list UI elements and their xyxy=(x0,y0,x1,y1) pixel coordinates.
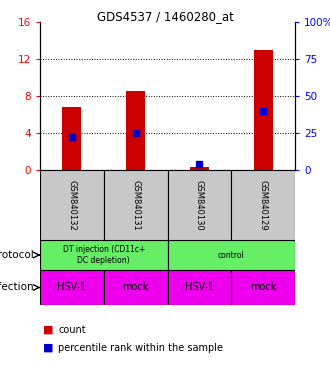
Text: percentile rank within the sample: percentile rank within the sample xyxy=(58,343,223,353)
Bar xyxy=(231,170,295,240)
Text: GSM840131: GSM840131 xyxy=(131,180,140,230)
Bar xyxy=(40,170,104,240)
Text: infection: infection xyxy=(0,283,33,293)
Text: mock: mock xyxy=(250,283,276,293)
Text: GSM840132: GSM840132 xyxy=(67,180,76,230)
Bar xyxy=(253,50,273,170)
Text: HSV-1: HSV-1 xyxy=(57,283,86,293)
Bar xyxy=(190,167,209,170)
Bar xyxy=(126,91,145,170)
Text: HSV-1: HSV-1 xyxy=(185,283,214,293)
Text: GSM840130: GSM840130 xyxy=(195,180,204,230)
Bar xyxy=(40,240,168,270)
Text: GDS4537 / 1460280_at: GDS4537 / 1460280_at xyxy=(97,10,233,23)
Bar xyxy=(40,270,104,305)
Bar xyxy=(168,240,295,270)
Text: protocol: protocol xyxy=(0,250,33,260)
Bar xyxy=(104,270,168,305)
Text: ■ percentile rank within the sample: ■ percentile rank within the sample xyxy=(0,383,1,384)
Text: control: control xyxy=(218,250,245,260)
Text: count: count xyxy=(58,325,86,335)
Text: ■: ■ xyxy=(43,343,54,353)
Bar xyxy=(231,270,295,305)
Bar xyxy=(104,170,168,240)
Text: ■ count: ■ count xyxy=(0,383,1,384)
Text: mock: mock xyxy=(122,283,149,293)
Text: GSM840129: GSM840129 xyxy=(259,180,268,230)
Bar xyxy=(168,270,231,305)
Text: DT injection (CD11c+
DC depletion): DT injection (CD11c+ DC depletion) xyxy=(63,245,145,265)
Bar xyxy=(168,170,231,240)
Bar xyxy=(62,107,82,170)
Text: ■: ■ xyxy=(43,325,54,335)
